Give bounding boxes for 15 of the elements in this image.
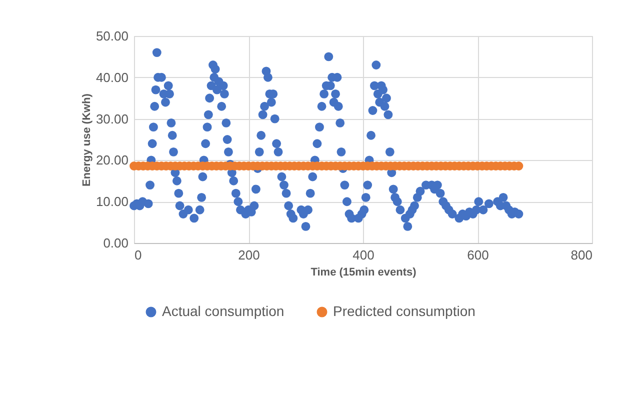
y-tick-label: 0.00: [103, 236, 128, 250]
x-tick-label: 200: [238, 248, 260, 262]
legend-label: Actual consumption: [162, 303, 284, 319]
y-tick-label: 20.00: [96, 152, 128, 168]
y-axis-title: Energy use (Kwh): [80, 93, 93, 186]
y-tick-label: 30.00: [96, 111, 128, 126]
x-axis-title: Time (15min events): [310, 266, 417, 278]
x-tick-label: 800: [570, 248, 592, 262]
x-tick-label: 0: [134, 248, 142, 262]
y-tick-label: 10.00: [96, 194, 128, 210]
legend-label: Predicted consumption: [333, 303, 476, 319]
y-tick-label: 40.00: [96, 70, 128, 85]
x-tick-label: 400: [352, 248, 374, 262]
x-tick-label: 600: [467, 248, 489, 262]
y-tick-label: 50.00: [96, 28, 128, 44]
